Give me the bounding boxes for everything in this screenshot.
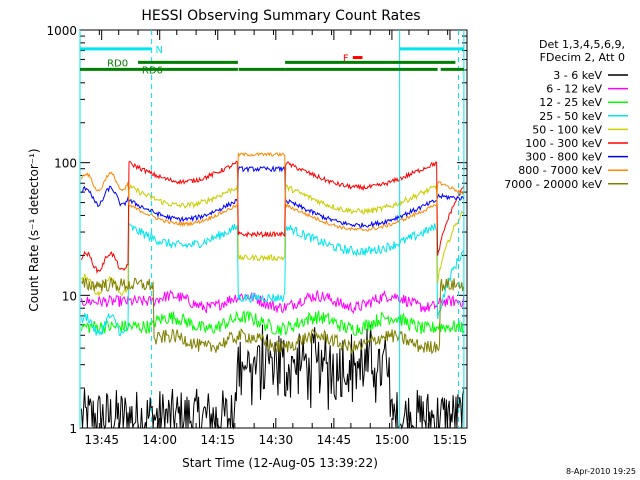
x-tick-label: 15:15: [433, 433, 468, 447]
legend: Det 1,3,4,5,6,9, FDecim 2, Att 0 3 - 6 k…: [504, 38, 628, 191]
legend-header-line-1: Det 1,3,4,5,6,9,: [539, 38, 625, 51]
flag-label-rd0: RD0: [107, 58, 128, 69]
flag-label-rd6: RD6: [142, 65, 163, 76]
flag-label-n: N: [155, 45, 162, 56]
legend-label: 50 - 100 keV: [532, 123, 602, 136]
y-tick-label: 1: [69, 422, 77, 436]
legend-label: 6 - 12 keV: [546, 83, 602, 96]
axis-tick-labels: 1 10 100 1000 13:45 14:00 14:15 14:30 14:45 15:00…: [46, 24, 467, 447]
flag-label-f: F: [343, 54, 349, 65]
legend-label: 3 - 6 keV: [553, 69, 602, 82]
legend-label: 7000 - 20000 keV: [504, 178, 602, 191]
series-layer: [81, 151, 465, 430]
series-line-4: [81, 183, 465, 298]
footer-timestamp: 8-Apr-2010 19:25: [566, 467, 636, 476]
legend-label: 300 - 800 keV: [525, 151, 602, 164]
legend-label: 100 - 300 keV: [525, 137, 602, 150]
y-tick-label: 100: [54, 157, 77, 171]
y-tick-label: 10: [62, 289, 77, 303]
y-tick-label: 1000: [46, 24, 77, 38]
legend-header-line-2: FDecim 2, Att 0: [540, 51, 625, 64]
x-tick-label: 14:45: [317, 433, 352, 447]
chart-title: HESSI Observing Summary Count Rates: [141, 8, 420, 24]
legend-label: 800 - 7000 keV: [518, 164, 602, 177]
x-tick-label: 15:00: [375, 433, 410, 447]
x-tick-label: 14:30: [259, 433, 294, 447]
flag-layer: N RD0 RD6 F: [79, 30, 465, 428]
axis-ticks: [79, 29, 468, 429]
x-tick-label: 14:15: [200, 433, 235, 447]
series-line-8: [81, 277, 465, 355]
legend-label: 12 - 25 keV: [539, 96, 602, 109]
x-tick-label: 14:00: [142, 433, 177, 447]
plot-frame: [79, 29, 468, 429]
series-line-2: [81, 310, 465, 336]
x-axis-label: Start Time (12-Aug-05 13:39:22): [182, 456, 378, 470]
y-axis-label: Count Rate (s⁻¹ detector⁻¹): [27, 148, 41, 311]
legend-label: 25 - 50 keV: [539, 110, 602, 123]
series-line-5: [81, 160, 465, 275]
x-tick-label: 13:45: [84, 433, 119, 447]
